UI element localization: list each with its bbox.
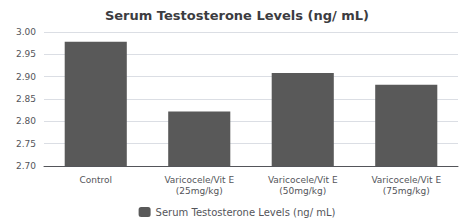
svg-text:2.85: 2.85 bbox=[16, 94, 36, 104]
svg-text:(50mg/kg): (50mg/kg) bbox=[279, 186, 326, 196]
svg-text:Varicocele/Vit E: Varicocele/Vit E bbox=[268, 175, 338, 185]
svg-text:Control: Control bbox=[79, 175, 112, 185]
svg-text:(75mg/kg): (75mg/kg) bbox=[383, 186, 430, 196]
svg-text:2.95: 2.95 bbox=[16, 49, 36, 59]
svg-text:Varicocele/Vit E: Varicocele/Vit E bbox=[371, 175, 441, 185]
svg-text:Serum Testosterone Levels (ng/: Serum Testosterone Levels (ng/ mL) bbox=[105, 8, 369, 23]
svg-text:(25mg/kg): (25mg/kg) bbox=[176, 186, 223, 196]
svg-text:Serum Testosterone Levels (ng/: Serum Testosterone Levels (ng/ mL) bbox=[156, 207, 336, 218]
svg-text:2.90: 2.90 bbox=[16, 72, 36, 82]
svg-text:2.80: 2.80 bbox=[16, 116, 36, 126]
svg-text:2.70: 2.70 bbox=[16, 161, 36, 171]
svg-text:Varicocele/Vit E: Varicocele/Vit E bbox=[164, 175, 234, 185]
svg-text:3.00: 3.00 bbox=[16, 27, 36, 37]
svg-text:2.75: 2.75 bbox=[16, 139, 36, 149]
